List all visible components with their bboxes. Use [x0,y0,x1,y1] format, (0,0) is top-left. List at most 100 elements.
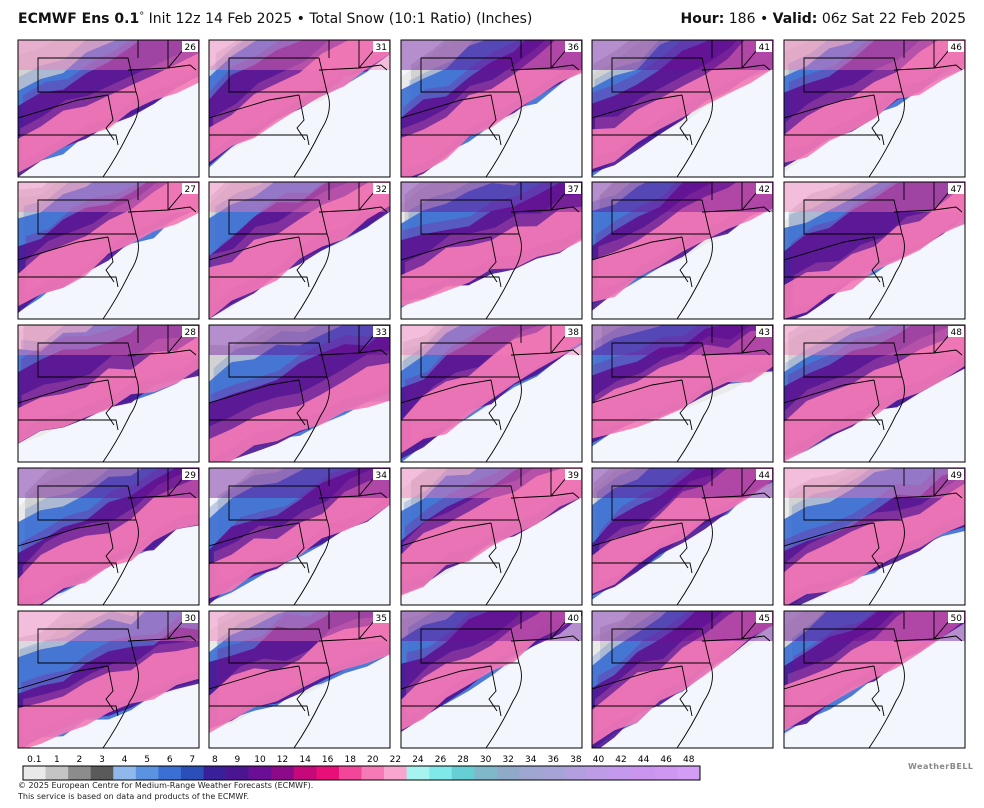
legend-swatch [542,766,565,780]
member-number: 45 [759,614,770,624]
north-fill [401,40,582,70]
legend-swatch [226,766,249,780]
panel-border [591,39,774,178]
snow-band [209,40,390,163]
north-fill [209,182,390,212]
state-lines [784,182,963,319]
legend-swatch [654,766,678,780]
valid-label: Valid: [772,11,818,27]
map-panel [784,325,965,462]
state-lines [592,325,771,462]
map-panel [592,611,773,748]
legend-label: 16 [322,755,334,765]
snow-band [23,638,199,743]
member-box [756,612,772,623]
map-panel [209,182,390,319]
degree: ° [139,11,145,22]
snow-band [18,182,199,307]
legend-label: 3 [99,755,105,765]
member-box [565,612,581,623]
snow-band [592,468,773,594]
member-box [565,469,581,480]
north-fill [18,325,199,355]
state-lines [18,611,197,748]
state-lines [784,468,963,605]
map-panel [18,182,199,319]
map-panel [209,611,390,748]
north-fill [401,182,582,212]
legend-swatch [248,766,272,780]
legend-label: 9 [235,755,241,765]
description: Init 12z 14 Feb 2025 • Total Snow (10:1 … [148,11,533,27]
legend-label: 18 [344,755,356,765]
map-panel [784,40,965,177]
legend-swatch [68,766,91,780]
legend-swatch [45,766,69,780]
legend-label: 22 [390,755,401,765]
attribution: This service is based on data and produc… [18,792,250,801]
legend-label: 0.1 [27,755,41,765]
map-panel [784,468,965,605]
snow-band [592,40,773,170]
snow-band [595,40,773,158]
legend-label: 2 [77,755,83,765]
map-panel [209,325,390,462]
snow-band [18,646,199,748]
member-number: 39 [568,471,580,481]
member-box [948,469,964,480]
member-box [565,183,581,194]
member-number: 48 [951,328,963,338]
member-box [948,183,964,194]
state-lines [401,611,580,748]
snow-band [22,468,199,597]
snow-band [595,325,773,431]
panel-border [208,39,391,178]
legend-label: 38 [570,755,582,765]
legend-swatch [384,766,407,780]
snow-band [406,611,574,719]
legend-swatch [587,766,611,780]
member-box [756,183,772,194]
map-panel [401,182,582,319]
panel-border [400,39,583,178]
north-fill [784,468,965,498]
member-box [373,183,389,194]
logo: WeatherBELL [908,762,974,771]
member-number: 27 [185,185,196,195]
legend-swatch [23,766,46,780]
legend-swatch [90,766,114,780]
north-fill [784,611,965,641]
member-box [756,326,772,337]
north-fill [18,611,199,641]
panel-border [17,181,200,320]
map-panel [18,468,199,605]
legend-label: 46 [660,755,672,765]
snow-band [406,611,580,722]
hour-label: Hour: [680,11,725,27]
map-panel [401,611,582,748]
snow-band [213,40,390,152]
panel-border [400,181,583,320]
map-panel [209,40,390,177]
snow-band [784,611,965,732]
legend-swatch [677,766,701,780]
map-panel [401,325,582,462]
snow-band [18,477,199,605]
snow-band [18,52,199,173]
north-fill [592,182,773,212]
snow-band [401,40,582,171]
legend-swatch [113,766,137,780]
member-number: 34 [376,471,388,481]
snow-band [787,611,965,720]
panel-border [17,467,200,606]
state-lines [784,325,963,462]
legend-label: 40 [593,755,605,765]
legend-label: 5 [144,755,150,765]
map-panel [18,325,199,462]
panel-border [783,610,966,749]
state-lines [18,468,197,605]
state-lines [18,40,197,177]
snow-band [25,182,199,294]
copyright: © 2025 European Centre for Medium-Range … [18,781,314,790]
snow-band [401,468,582,596]
